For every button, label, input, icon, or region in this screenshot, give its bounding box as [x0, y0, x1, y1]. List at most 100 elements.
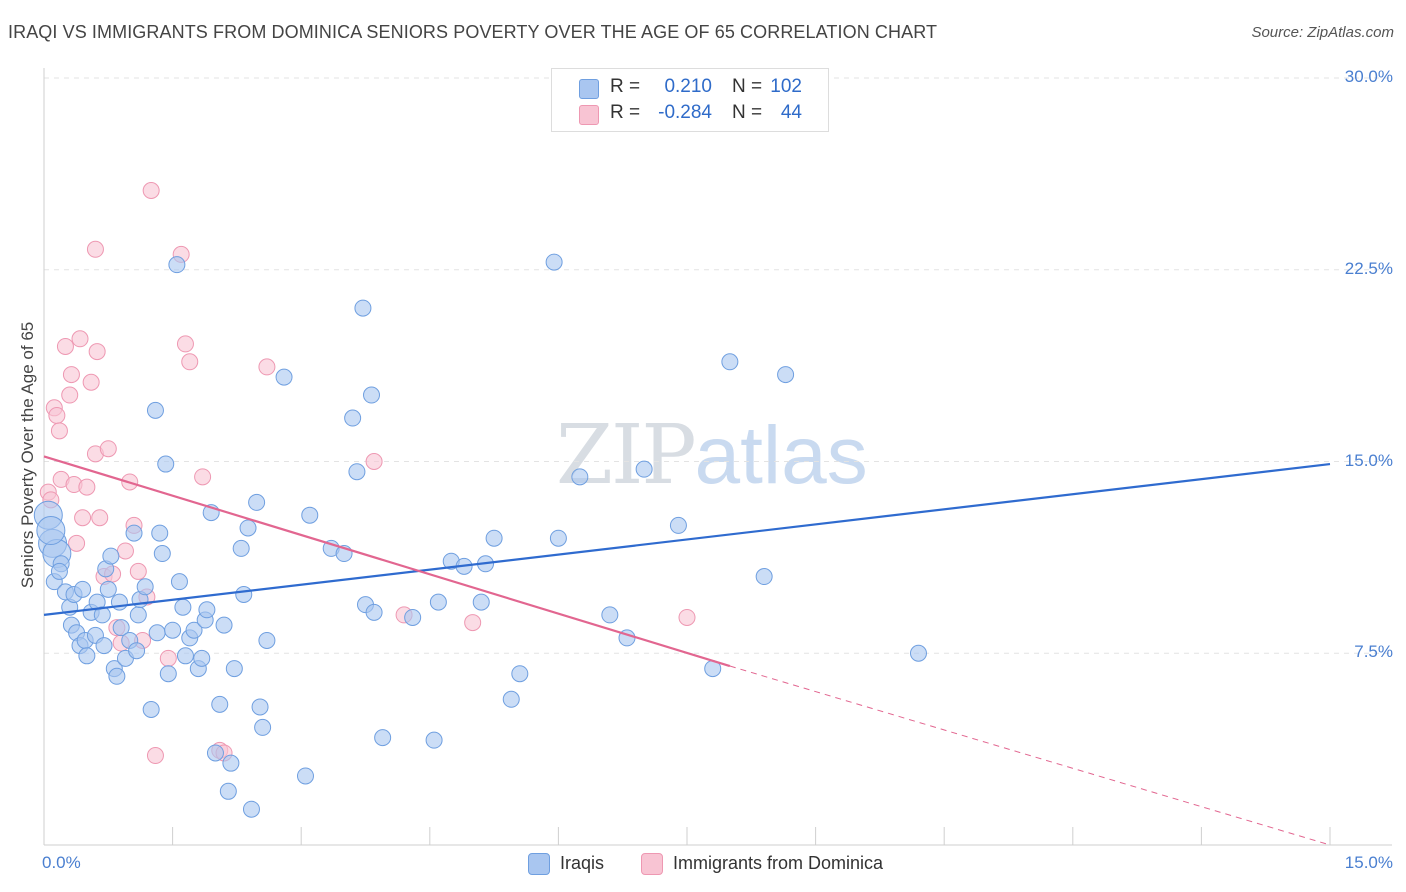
legend-row-iraqis: R = 0.210 N = 102 [552, 76, 828, 100]
legend-row-dominica: R = -0.284 N = 44 [552, 102, 828, 126]
data-point-iraqis [222, 754, 240, 772]
legend-r-value: 0.210 [664, 76, 712, 97]
data-point-iraqis [755, 568, 773, 586]
data-point-iraqis [485, 529, 503, 547]
data-point-iraqis [545, 253, 563, 271]
data-point-iraqis [93, 606, 111, 624]
legend-n-label: N = [732, 76, 763, 97]
data-point-dominica [194, 468, 212, 486]
data-point-iraqis [78, 647, 96, 665]
data-point-iraqis [232, 539, 250, 557]
data-point-iraqis [472, 593, 490, 611]
data-point-iraqis [95, 637, 113, 655]
legend-swatch-dominica [641, 853, 663, 875]
data-point-iraqis [168, 256, 186, 274]
data-point-iraqis [571, 468, 589, 486]
data-point-iraqis [344, 409, 362, 427]
data-point-iraqis [669, 516, 687, 534]
data-point-iraqis [275, 368, 293, 386]
data-point-iraqis [170, 573, 188, 591]
data-point-iraqis [363, 386, 381, 404]
data-point-iraqis [136, 578, 154, 596]
data-point-iraqis [99, 580, 117, 598]
data-point-iraqis [193, 649, 211, 667]
data-point-iraqis [365, 603, 383, 621]
data-point-dominica [146, 747, 164, 765]
trend-line-dominica-extension [729, 665, 1331, 846]
data-point-iraqis [151, 524, 169, 542]
data-point-iraqis [129, 606, 147, 624]
data-point-iraqis [239, 519, 257, 537]
data-point-dominica [176, 335, 194, 353]
data-point-iraqis [50, 562, 68, 580]
data-point-iraqis [404, 608, 422, 626]
data-point-dominica [61, 386, 79, 404]
data-point-dominica [62, 366, 80, 384]
data-point-iraqis [36, 516, 66, 546]
data-point-dominica [50, 422, 68, 440]
legend-r-value: -0.284 [658, 102, 712, 123]
data-point-iraqis [909, 644, 927, 662]
data-point-dominica [159, 649, 177, 667]
data-point-iraqis [128, 642, 146, 660]
data-point-iraqis [235, 585, 253, 603]
data-point-dominica [48, 406, 66, 424]
data-point-dominica [91, 509, 109, 527]
legend-r-label: R = [610, 76, 641, 97]
data-point-iraqis [74, 580, 92, 598]
data-point-iraqis [146, 401, 164, 419]
data-point-iraqis [348, 463, 366, 481]
data-point-iraqis [164, 621, 182, 639]
data-point-iraqis [219, 782, 237, 800]
data-point-iraqis [296, 767, 314, 785]
data-point-iraqis [185, 621, 203, 639]
legend-swatch-iraqis [528, 853, 550, 875]
data-point-iraqis [425, 731, 443, 749]
data-point-iraqis [176, 647, 194, 665]
y-tick-label: 15.0% [1344, 450, 1393, 470]
legend-swatch-pink [579, 105, 599, 125]
data-point-iraqis [148, 624, 166, 642]
data-point-iraqis [254, 718, 272, 736]
legend-n-value: 102 [770, 76, 802, 97]
y-tick-label: 22.5% [1344, 258, 1393, 278]
data-point-iraqis [102, 547, 120, 565]
data-point-dominica [678, 608, 696, 626]
legend-label-dominica: Immigrants from Dominica [673, 853, 884, 873]
stats-legend: R = 0.210 N = 102 R = -0.284 N = 44 [551, 68, 829, 132]
trend-line-iraqis [43, 462, 1331, 616]
data-point-dominica [78, 478, 96, 496]
data-point-iraqis [248, 493, 266, 511]
data-point-iraqis [159, 665, 177, 683]
data-point-iraqis [225, 660, 243, 678]
data-point-iraqis [721, 353, 739, 371]
data-point-dominica [129, 562, 147, 580]
data-point-dominica [464, 614, 482, 632]
legend-label-iraqis: Iraqis [560, 853, 605, 873]
data-point-iraqis [206, 744, 224, 762]
legend-r-label: R = [610, 102, 641, 123]
y-tick-label: 30.0% [1344, 67, 1393, 86]
data-point-iraqis [354, 299, 372, 317]
data-point-iraqis [601, 606, 619, 624]
legend-n-label: N = [732, 102, 763, 123]
data-point-dominica [74, 509, 92, 527]
source-label: Source: ZipAtlas.com [1251, 24, 1394, 41]
legend-swatch-blue [579, 79, 599, 99]
data-point-dominica [142, 181, 160, 199]
x-tick-label-min: 0.0% [42, 853, 81, 872]
data-point-iraqis [153, 545, 171, 563]
data-point-iraqis [374, 729, 392, 747]
data-point-iraqis [301, 506, 319, 524]
data-point-iraqis [242, 800, 260, 818]
data-point-iraqis [125, 524, 143, 542]
data-point-iraqis [251, 698, 269, 716]
data-point-iraqis [157, 455, 175, 473]
legend-n-value: 44 [780, 102, 802, 123]
data-point-iraqis [108, 667, 126, 685]
data-point-dominica [86, 240, 104, 258]
data-point-iraqis [777, 366, 795, 384]
trend-line-dominica [43, 455, 731, 668]
data-point-dominica [365, 453, 383, 470]
